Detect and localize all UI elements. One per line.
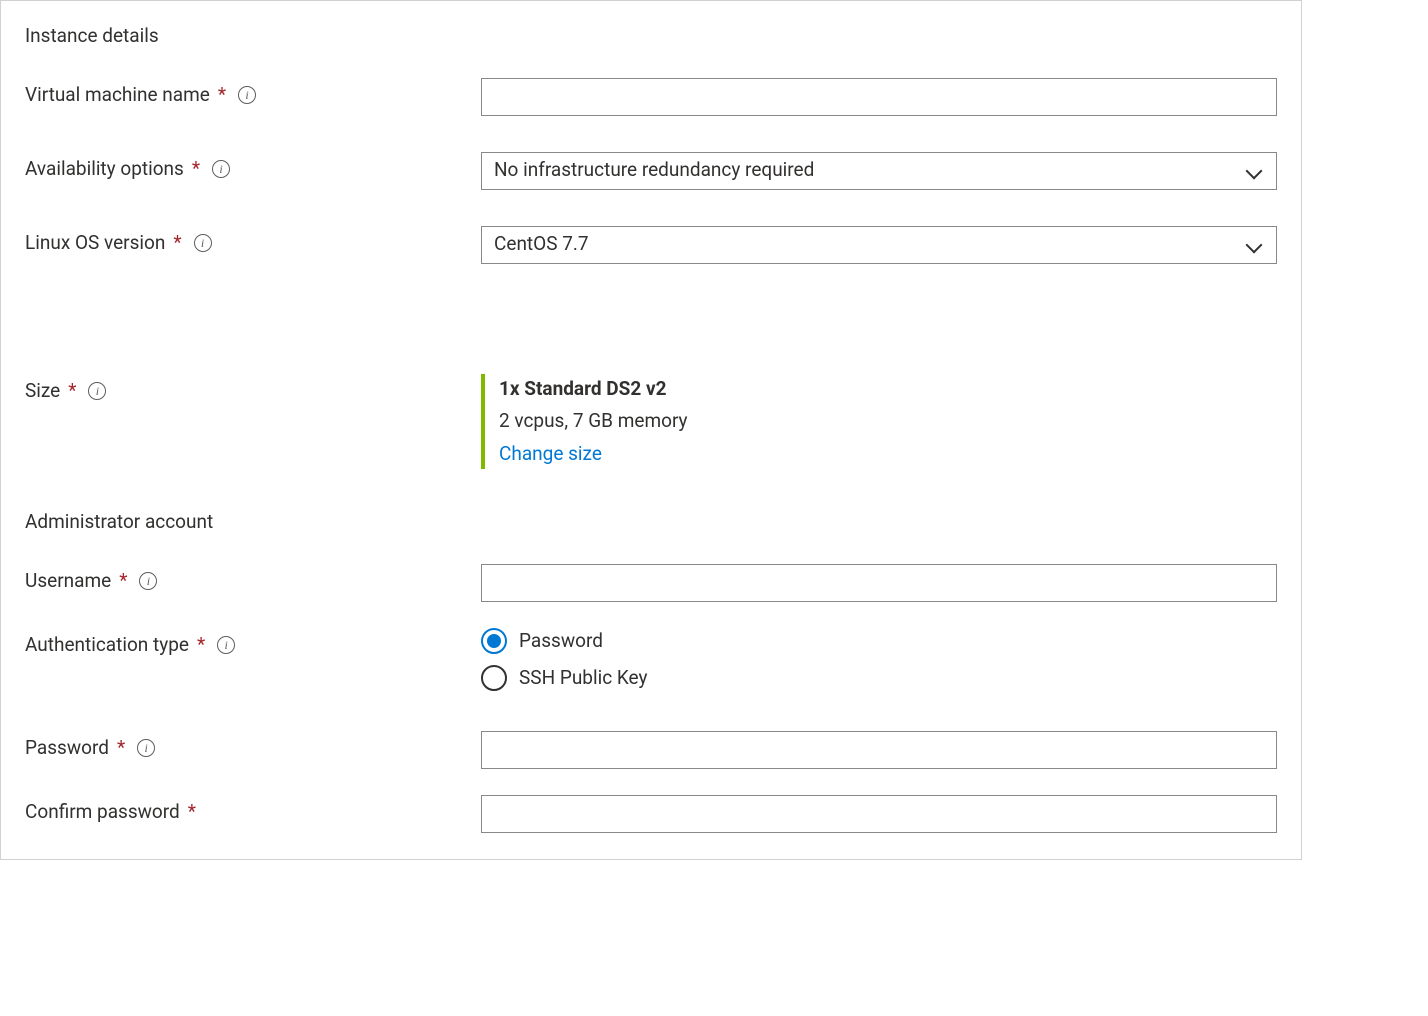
label-confirm-password: Confirm password * [25,795,481,826]
info-icon[interactable]: i [217,636,235,654]
field-row-password: Password * i [25,731,1277,769]
label-text-username: Username [25,568,111,595]
vm-name-input[interactable] [481,78,1277,116]
field-row-vm-name: Virtual machine name * i [25,78,1277,116]
label-size: Size * i [25,374,481,405]
auth-type-radio-group: Password SSH Public Key [481,628,1277,691]
required-asterisk: * [192,156,200,183]
radio-icon [481,628,507,654]
info-icon[interactable]: i [212,160,230,178]
info-icon[interactable]: i [137,739,155,757]
section-heading-admin-account: Administrator account [25,509,1277,536]
label-os-version: Linux OS version * i [25,226,481,257]
username-input[interactable] [481,564,1277,602]
required-asterisk: * [218,82,226,109]
field-row-os-version: Linux OS version * i CentOS 7.7 [25,226,1277,264]
availability-select[interactable]: No infrastructure redundancy required [481,152,1277,190]
chevron-down-icon [1246,165,1262,175]
change-size-link[interactable]: Change size [499,442,602,465]
os-version-selected-value: CentOS 7.7 [494,231,589,258]
label-text-os-version: Linux OS version [25,230,165,257]
required-asterisk: * [117,735,125,762]
label-username: Username * i [25,564,481,595]
section-heading-instance-details: Instance details [25,23,1277,50]
label-text-confirm-password: Confirm password [25,799,180,826]
required-asterisk: * [188,799,196,826]
label-text-vm-name: Virtual machine name [25,82,210,109]
radio-label: Password [519,628,603,655]
required-asterisk: * [68,378,76,405]
confirm-password-input[interactable] [481,795,1277,833]
field-row-size: Size * i 1x Standard DS2 v2 2 vcpus, 7 G… [25,374,1277,470]
info-icon[interactable]: i [238,86,256,104]
label-text-auth-type: Authentication type [25,632,189,659]
info-icon[interactable]: i [88,382,106,400]
size-summary-box: 1x Standard DS2 v2 2 vcpus, 7 GB memory … [481,374,1277,470]
label-text-size: Size [25,378,60,405]
size-subtitle: 2 vcpus, 7 GB memory [499,408,1277,435]
field-row-availability: Availability options * i No infrastructu… [25,152,1277,190]
label-password: Password * i [25,731,481,762]
label-auth-type: Authentication type * i [25,628,481,659]
required-asterisk: * [197,632,205,659]
label-vm-name: Virtual machine name * i [25,78,481,109]
availability-selected-value: No infrastructure redundancy required [494,157,814,184]
label-availability: Availability options * i [25,152,481,183]
password-input[interactable] [481,731,1277,769]
radio-icon [481,665,507,691]
auth-type-radio-password[interactable]: Password [481,628,1277,655]
required-asterisk: * [173,230,181,257]
field-row-confirm-password: Confirm password * [25,795,1277,833]
label-text-availability: Availability options [25,156,184,183]
field-row-username: Username * i [25,564,1277,602]
label-text-password: Password [25,735,109,762]
info-icon[interactable]: i [194,234,212,252]
chevron-down-icon [1246,239,1262,249]
auth-type-radio-ssh[interactable]: SSH Public Key [481,665,1277,692]
create-vm-form-panel: Instance details Virtual machine name * … [0,0,1302,860]
info-icon[interactable]: i [139,572,157,590]
required-asterisk: * [119,568,127,595]
size-title: 1x Standard DS2 v2 [499,376,1277,403]
os-version-select[interactable]: CentOS 7.7 [481,226,1277,264]
field-row-auth-type: Authentication type * i Password SSH Pub… [25,628,1277,691]
radio-label: SSH Public Key [519,665,647,692]
